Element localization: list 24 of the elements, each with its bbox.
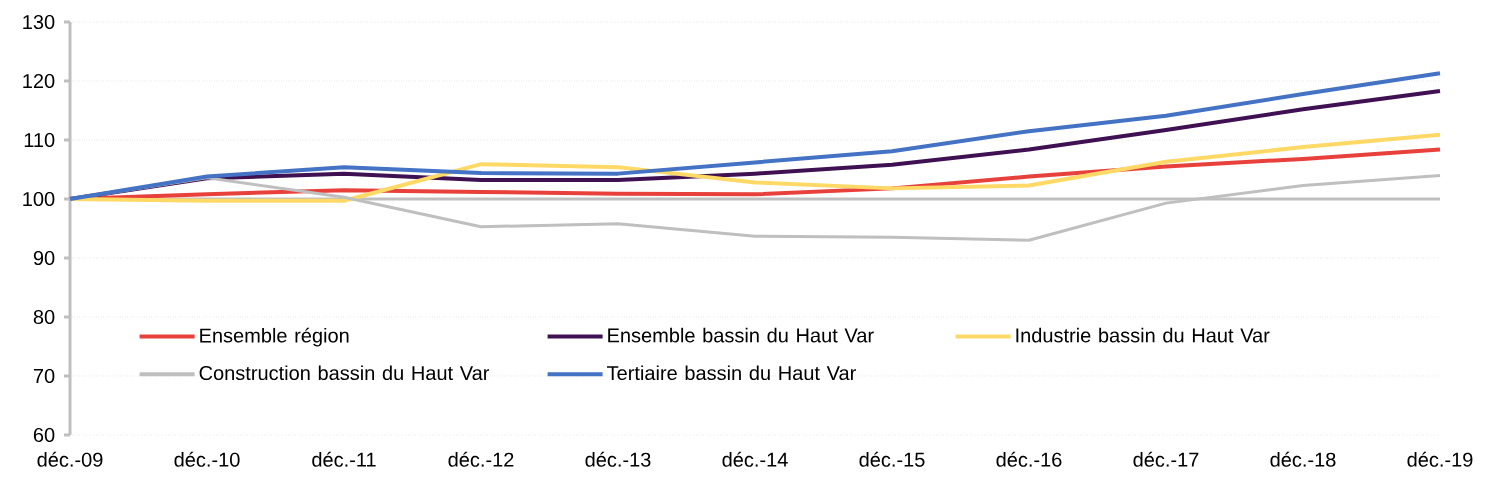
x-tick-label: déc.-10: [174, 451, 240, 467]
y-tick-label: 130: [23, 14, 55, 30]
x-tick-label: déc.-11: [312, 451, 376, 467]
y-tick-label: 100: [23, 191, 55, 207]
y-tick-label: 90: [33, 250, 55, 266]
legend-label: Construction bassin du Haut Var: [199, 365, 490, 381]
x-tick-label: déc.-15: [859, 451, 925, 467]
x-tick-label: déc.-12: [448, 451, 514, 467]
x-tick-label: déc.-13: [585, 451, 651, 467]
y-tick-label: 60: [33, 427, 55, 443]
y-tick-label: 80: [33, 309, 55, 325]
legend-label: Industrie bassin du Haut Var: [1016, 327, 1270, 343]
legend-label: Ensemble région: [200, 327, 349, 347]
x-tick-label: déc.-18: [1270, 451, 1336, 467]
legend-label: Tertiaire bassin du Haut Var: [607, 365, 856, 381]
x-tick-label: déc.-19: [1407, 451, 1473, 467]
legend-label: Ensemble bassin du Haut Var: [608, 327, 874, 343]
x-tick-label: déc.-17: [1133, 451, 1199, 467]
y-tick-label: 70: [33, 368, 55, 384]
x-tick-label: déc.-14: [722, 451, 788, 467]
y-tick-label: 120: [23, 73, 55, 89]
x-tick-label: déc.-09: [37, 451, 103, 467]
y-tick-label: 110: [24, 132, 55, 148]
x-tick-label: déc.-16: [996, 451, 1062, 467]
